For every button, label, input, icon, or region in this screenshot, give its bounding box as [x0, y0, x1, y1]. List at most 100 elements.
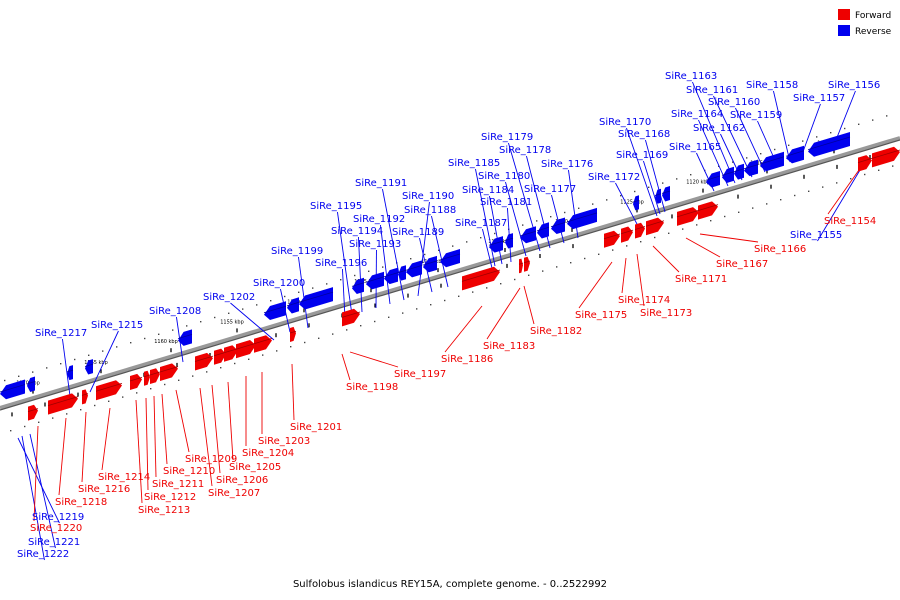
legend-reverse[interactable]: Reverse — [838, 25, 892, 37]
reverse-gene-label: SiRe_1194 — [331, 226, 383, 237]
forward-gene-label: SiRe_1197 — [394, 369, 446, 380]
legend: Forward Reverse — [838, 9, 892, 37]
reverse-gene — [550, 217, 566, 235]
reverse-gene — [26, 376, 36, 392]
scale-dot — [500, 283, 502, 285]
forward-gene-label: SiRe_1167 — [716, 259, 768, 270]
reverse-gene-body — [662, 186, 670, 202]
scale-dot — [794, 194, 796, 197]
forward-gene-label: SiRe_1216 — [78, 484, 130, 495]
scale-dot — [892, 165, 894, 167]
scale-dot — [472, 291, 474, 293]
scale-dot — [536, 220, 538, 222]
reverse-gene — [759, 151, 785, 172]
scale-dot — [802, 140, 804, 142]
genes — [0, 132, 900, 421]
gene-shade — [26, 381, 36, 385]
scale-dot — [290, 346, 292, 348]
gene-shade — [365, 276, 385, 283]
reverse-gene-body — [85, 359, 93, 375]
scale-dot — [52, 417, 54, 419]
gene-shade — [223, 348, 239, 354]
reverse-gene — [721, 166, 735, 183]
leader-line — [89, 330, 119, 393]
gene-shade — [27, 408, 39, 412]
scale-dot — [24, 425, 26, 428]
reverse-gene-label: SiRe_1179 — [481, 132, 533, 143]
scale-dot — [312, 287, 314, 289]
legend-forward[interactable]: Forward — [838, 9, 891, 21]
scale-dot — [60, 363, 62, 365]
forward-gene-label: SiRe_1206 — [216, 475, 268, 486]
reverse-gene-label: SiRe_1156 — [828, 80, 880, 91]
forward-gene — [603, 230, 621, 248]
leader-line — [199, 387, 213, 487]
scale-dot — [458, 295, 460, 297]
forward-gene — [159, 363, 179, 381]
leader-line — [713, 95, 753, 178]
forward-gene — [871, 146, 900, 168]
gene-shade — [733, 168, 745, 173]
leader-line — [489, 195, 503, 265]
scale-dot — [332, 333, 334, 335]
leader-line — [358, 236, 363, 313]
scale-dot — [732, 161, 734, 163]
reverse-gene — [365, 271, 385, 290]
scale-dot — [662, 182, 664, 184]
gene-shade — [66, 369, 74, 373]
gene-shade — [81, 393, 89, 396]
reverse-gene-body — [489, 236, 503, 253]
gene-shade — [149, 371, 161, 376]
scale-dot — [788, 144, 790, 146]
forward-gene — [47, 393, 79, 415]
scale-dot — [564, 211, 566, 214]
reverse-gene-body — [655, 188, 661, 204]
reverse-gene-body — [567, 207, 597, 230]
forward-gene — [645, 217, 665, 236]
scale-dot — [466, 241, 468, 243]
leader-line — [58, 417, 67, 496]
gene-shade — [519, 230, 537, 237]
reverse-gene-body — [786, 145, 804, 164]
forward-gene — [27, 404, 39, 421]
scale-dot — [206, 371, 208, 373]
reverse-gene-label: SiRe_1221 — [28, 537, 80, 548]
map-caption: Sulfolobus islandicus REY15A, complete g… — [293, 579, 607, 590]
gene-shade — [159, 366, 179, 373]
leader-line — [33, 425, 39, 522]
reverse-gene — [536, 222, 550, 239]
reverse-gene-label: SiRe_1215 — [91, 320, 143, 331]
leader-line — [101, 407, 111, 471]
reverse-gene-body — [0, 379, 25, 400]
gene-labels: SiRe_1156 SiRe_1157 SiRe_1158 SiRe_1159 SiRe… — [17, 71, 880, 560]
leader-line — [482, 228, 493, 269]
reverse-gene-label: SiRe_1208 — [149, 306, 201, 317]
reverse-gene — [661, 186, 671, 202]
forward-gene-body — [524, 256, 530, 272]
leader-line — [145, 397, 149, 491]
gene-shade — [807, 136, 851, 150]
reverse-gene — [654, 188, 662, 204]
gene-shade — [177, 334, 193, 339]
reverse-gene — [383, 267, 399, 285]
scale-dot — [116, 346, 118, 348]
scale-dot — [780, 199, 782, 201]
forward-gene-body — [130, 373, 142, 390]
gene-shade — [721, 171, 735, 176]
leader-line — [685, 237, 721, 258]
reverse-gene-body — [352, 277, 364, 294]
scale-dot — [752, 207, 754, 209]
scale-dot — [402, 312, 404, 314]
leader-lines — [17, 81, 867, 561]
leader-line — [349, 351, 399, 368]
reverse-gene-label: SiRe_1160 — [708, 97, 760, 108]
kbp-tick-label: 1125 kbp — [620, 199, 644, 205]
forward-gene-label: SiRe_1174 — [618, 295, 670, 306]
leader-line — [230, 302, 275, 341]
forward-gene — [461, 266, 501, 291]
forward-gene-label: SiRe_1210 — [163, 466, 215, 477]
reverse-gene-body — [398, 265, 406, 281]
forward-gene-label: SiRe_1198 — [346, 382, 398, 393]
reverse-gene — [177, 329, 193, 346]
